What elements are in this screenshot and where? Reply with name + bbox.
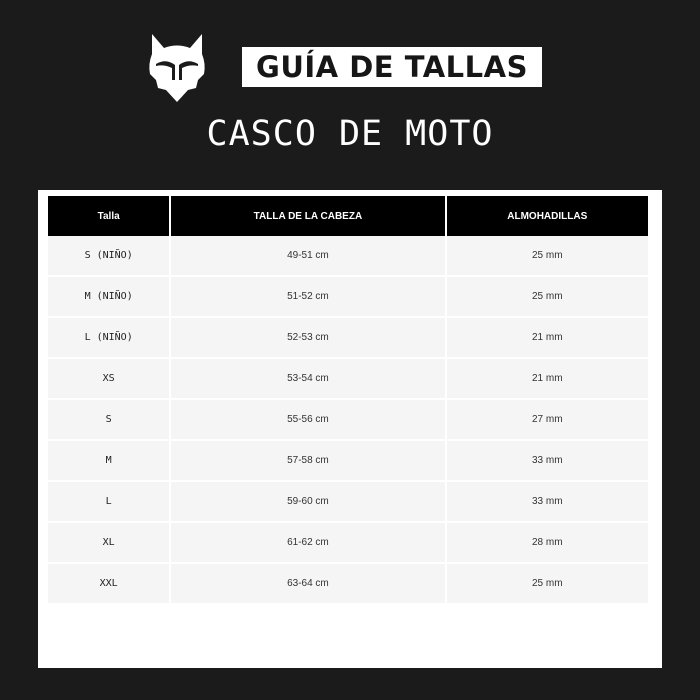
size-chart-panel: Talla TALLA DE LA CABEZA ALMOHADILLAS S …	[38, 190, 662, 668]
head-size-cell: 59-60 cm	[171, 482, 445, 523]
head-size-cell: 49-51 cm	[171, 236, 445, 277]
pads-cell: 25 mm	[446, 277, 648, 318]
size-cell: S (NIÑO)	[48, 236, 170, 277]
fox-logo-icon	[149, 34, 205, 102]
page-title: GUÍA DE TALLAS	[256, 50, 528, 84]
table-row: M 57-58 cm 33 mm	[48, 441, 648, 482]
title-banner: GUÍA DE TALLAS	[242, 47, 542, 87]
column-header-head-size: TALLA DE LA CABEZA	[171, 196, 445, 236]
table-row: L 59-60 cm 33 mm	[48, 482, 648, 523]
head-size-cell: 52-53 cm	[171, 318, 445, 359]
table-row: XXL 63-64 cm 25 mm	[48, 564, 648, 605]
head-size-cell: 63-64 cm	[171, 564, 445, 605]
pads-cell: 33 mm	[446, 441, 648, 482]
page-subtitle: CASCO DE MOTO	[206, 114, 494, 154]
table-row: S 55-56 cm 27 mm	[48, 400, 648, 441]
table-row: L (NIÑO) 52-53 cm 21 mm	[48, 318, 648, 359]
pads-cell: 21 mm	[446, 359, 648, 400]
size-table: Talla TALLA DE LA CABEZA ALMOHADILLAS S …	[46, 196, 650, 605]
table-row: XL 61-62 cm 28 mm	[48, 523, 648, 564]
pads-cell: 21 mm	[446, 318, 648, 359]
size-cell: S	[48, 400, 170, 441]
head-size-cell: 57-58 cm	[171, 441, 445, 482]
size-cell: XS	[48, 359, 170, 400]
table-row: XS 53-54 cm 21 mm	[48, 359, 648, 400]
size-cell: XL	[48, 523, 170, 564]
pads-cell: 27 mm	[446, 400, 648, 441]
table-row: S (NIÑO) 49-51 cm 25 mm	[48, 236, 648, 277]
table-header-row: Talla TALLA DE LA CABEZA ALMOHADILLAS	[48, 196, 648, 236]
column-header-size: Talla	[48, 196, 170, 236]
head-size-cell: 53-54 cm	[171, 359, 445, 400]
pads-cell: 25 mm	[446, 564, 648, 605]
pads-cell: 33 mm	[446, 482, 648, 523]
pads-cell: 28 mm	[446, 523, 648, 564]
pads-cell: 25 mm	[446, 236, 648, 277]
size-cell: L (NIÑO)	[48, 318, 170, 359]
size-cell: M	[48, 441, 170, 482]
table-row: M (NIÑO) 51-52 cm 25 mm	[48, 277, 648, 318]
size-cell: XXL	[48, 564, 170, 605]
column-header-pads: ALMOHADILLAS	[446, 196, 648, 236]
head-size-cell: 61-62 cm	[171, 523, 445, 564]
size-cell: M (NIÑO)	[48, 277, 170, 318]
head-size-cell: 51-52 cm	[171, 277, 445, 318]
head-size-cell: 55-56 cm	[171, 400, 445, 441]
size-cell: L	[48, 482, 170, 523]
